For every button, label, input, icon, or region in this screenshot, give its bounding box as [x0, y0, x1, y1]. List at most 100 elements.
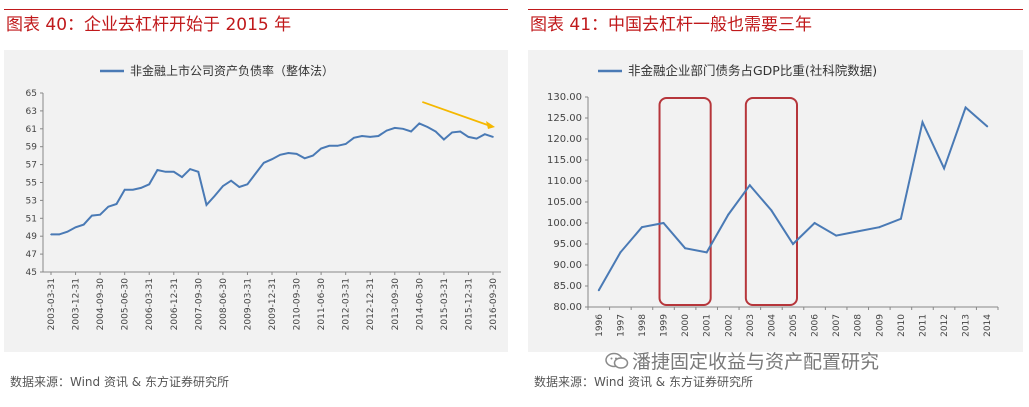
x-tick-label: 2003 [746, 314, 756, 337]
data-point [320, 147, 322, 150]
x-tick-label: 2008 [854, 314, 864, 337]
y-tick-label: 90.00 [553, 260, 582, 271]
data-point [197, 170, 200, 173]
source-note: 数据来源：Wind 资讯 & 东方证券研究所 [534, 375, 753, 389]
highlight-box [744, 97, 798, 306]
data-point [230, 179, 232, 182]
data-point [353, 136, 355, 139]
data-point [426, 126, 429, 128]
data-point [312, 154, 314, 157]
data-point [271, 158, 273, 161]
data-point [467, 136, 470, 138]
data-point [878, 226, 881, 229]
data-point [921, 121, 924, 124]
series-line [597, 105, 988, 291]
data-point [303, 157, 306, 160]
data-point [385, 129, 388, 132]
data-point [727, 213, 730, 216]
chart-title: 图表 41：中国去杠杆一般也需要三年 [530, 15, 813, 35]
data-point [254, 172, 257, 175]
data-point [434, 130, 437, 133]
data-point [181, 176, 183, 178]
data-point [377, 135, 380, 137]
y-tick-label: 110.00 [547, 176, 582, 187]
data-point [792, 243, 794, 245]
y-tick-label: 115.00 [547, 155, 582, 166]
x-tick-label: 2010 [897, 314, 907, 337]
data-point [115, 203, 118, 205]
data-point [222, 185, 224, 187]
data-point [813, 222, 816, 224]
x-tick-label: 2004 [767, 314, 777, 337]
y-tick-label: 45 [26, 268, 37, 278]
y-tick-label: 57 [26, 161, 37, 171]
series-line [51, 122, 494, 236]
x-tick-label: 2012 [940, 314, 950, 337]
data-point [107, 205, 110, 208]
data-point [899, 217, 902, 220]
data-point [475, 137, 478, 140]
x-tick-label: 2006 [811, 314, 821, 337]
y-tick-label: 53 [26, 196, 37, 206]
y-tick-label: 65 [26, 89, 37, 99]
x-tick-label: 2004-09-30 [96, 278, 106, 331]
x-tick-label: 2000 [681, 314, 691, 337]
data-point [263, 162, 265, 164]
x-tick-label: 2005 [789, 314, 799, 337]
data-point [287, 152, 290, 154]
data-point [58, 233, 60, 236]
y-tick-label: 85.00 [553, 281, 582, 292]
data-point [336, 145, 339, 147]
chart-area: 45 47 49 51 53 55 57 59 61 63 65 2003-03-31 2003-12-… [4, 50, 508, 352]
data-point [705, 251, 708, 254]
data-point [943, 167, 946, 170]
x-tick-label: 2003-03-31 [47, 278, 57, 330]
data-point [640, 226, 643, 229]
data-point [361, 135, 363, 137]
data-point [662, 222, 665, 224]
data-point [99, 213, 101, 216]
data-point [964, 106, 967, 109]
x-tick-label: 2013 [962, 314, 972, 337]
data-point [91, 214, 93, 217]
data-point [484, 133, 486, 135]
y-tick-label: 125.00 [547, 113, 582, 124]
data-point [402, 128, 404, 130]
legend-label: 非金融企业部门债务占GDP比重(社科院数据) [628, 63, 877, 78]
data-point [140, 187, 142, 189]
data-point [123, 188, 126, 191]
trend-arrow-head [486, 121, 495, 130]
x-tick-label: 2006-12-31 [170, 278, 180, 330]
right-chart-panel: 图表 41：中国去杠杆一般也需要三年 80.00 85.00 90.00 95.00 1… [524, 0, 1029, 407]
data-point [684, 247, 687, 250]
data-point [246, 183, 249, 186]
x-tick-label: 2001 [703, 314, 713, 337]
y-tick-label: 130.00 [547, 92, 582, 103]
x-tick-label: 2005-06-30 [121, 278, 131, 331]
data-point [295, 153, 298, 155]
y-tick-label: 61 [26, 125, 37, 135]
x-tick-label: 2009-12-31 [268, 278, 278, 330]
data-point [597, 289, 600, 292]
x-tick-label: 2015-12-31 [464, 278, 474, 330]
x-tick-label: 2003-12-31 [72, 278, 82, 330]
data-point [451, 131, 453, 134]
data-point [50, 233, 52, 236]
x-tick-label: 2014-06-30 [415, 278, 425, 331]
x-tick-label: 1999 [660, 314, 670, 337]
data-point [156, 169, 159, 171]
data-point [443, 138, 445, 141]
y-tick-label: 100.00 [547, 218, 582, 229]
x-tick-label: 1996 [595, 314, 605, 337]
legend-label: 非金融上市公司资产负债率（整体法） [130, 63, 334, 78]
x-tick-label: 2002 [724, 314, 734, 337]
y-tick-label: 95.00 [553, 239, 582, 250]
y-tick-label: 59 [26, 143, 38, 153]
watermark-text: 潘捷固定收益与资产配置研究 [632, 351, 880, 373]
x-tick-label: 2014 [983, 314, 993, 337]
chart-area: 80.00 85.00 90.00 95.00 100.00 105.00 110.00 11… [528, 50, 1023, 352]
x-tick-label: 2010-09-30 [293, 278, 303, 331]
data-point [205, 204, 208, 206]
y-tick-label: 55 [26, 179, 37, 189]
y-tick-label: 120.00 [547, 134, 582, 145]
